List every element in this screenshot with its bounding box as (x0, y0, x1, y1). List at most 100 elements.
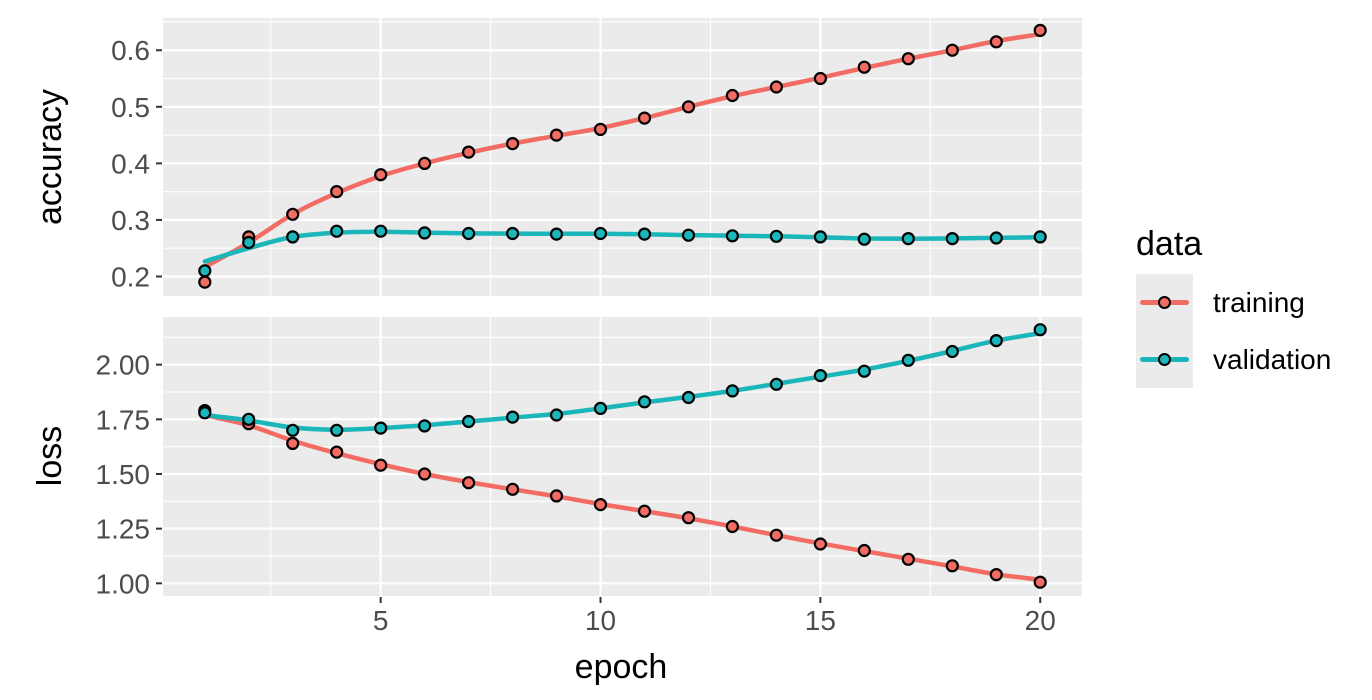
data-point-validation-accuracy (681, 228, 696, 242)
x-axis: 5 10 15 20 (373, 597, 1056, 636)
data-point-training-accuracy (549, 128, 564, 142)
data-point-validation-accuracy (418, 226, 432, 240)
y-tick-label-accuracy: 0.6 (111, 35, 150, 66)
data-point-training-accuracy (1033, 23, 1047, 37)
x-tick-label: 20 (1025, 605, 1056, 636)
data-point-training-loss (857, 543, 871, 558)
data-point-validation-loss (549, 408, 564, 422)
data-point-validation-loss (725, 384, 740, 398)
y-tick-label-accuracy: 0.5 (111, 92, 150, 123)
data-point-training-accuracy (418, 156, 432, 170)
data-point-validation-accuracy (330, 224, 344, 238)
data-point-training-loss (989, 567, 1003, 582)
data-point-training-loss (813, 537, 828, 551)
data-point-validation-accuracy (1033, 230, 1047, 244)
data-point-training-loss (1033, 575, 1047, 589)
panel-loss: 2.00 1.75 1.50 1.25 1.00 (96, 317, 1082, 599)
y-tick-label-accuracy: 0.4 (111, 148, 150, 179)
panel-background-accuracy (163, 18, 1082, 296)
data-point-validation-loss (945, 344, 959, 359)
y-tick-label-accuracy: 0.3 (111, 205, 150, 236)
data-point-training-accuracy (681, 100, 696, 114)
data-point-validation-loss (769, 377, 784, 391)
data-point-training-accuracy (505, 137, 520, 151)
panel-background-loss (163, 317, 1082, 596)
legend-title: data (1136, 225, 1203, 263)
data-point-training-loss (330, 445, 344, 459)
data-point-training-accuracy (286, 207, 300, 221)
panel-accuracy: 0.6 0.5 0.4 0.3 0.2 (111, 18, 1082, 296)
data-point-training-loss (286, 436, 300, 450)
data-point-validation-accuracy (857, 232, 871, 246)
data-point-validation-loss (813, 369, 828, 383)
data-point-validation-accuracy (374, 224, 388, 238)
epoch-axis-title: epoch (574, 648, 668, 686)
data-point-validation-accuracy (286, 230, 300, 244)
data-point-training-loss (725, 519, 740, 534)
data-point-training-accuracy (945, 43, 959, 57)
data-point-training-accuracy (462, 145, 476, 159)
y-tick-label-loss: 1.00 (96, 568, 151, 599)
data-point-training-loss (945, 559, 959, 573)
data-point-validation-accuracy (198, 264, 212, 278)
legend-label-validation: validation (1213, 343, 1332, 375)
data-point-validation-accuracy (725, 229, 740, 243)
data-point-validation-loss (286, 423, 300, 437)
data-point-validation-loss (857, 364, 871, 378)
data-point-validation-accuracy (242, 235, 256, 250)
x-tick-label: 5 (373, 605, 389, 636)
y-tick-label-loss: 1.25 (96, 514, 151, 545)
data-point-validation-loss (593, 401, 608, 415)
y-tick-label-loss: 1.75 (96, 404, 151, 435)
data-point-validation-accuracy (989, 231, 1003, 245)
data-point-validation-loss (637, 395, 652, 409)
y-tick-label-accuracy: 0.2 (111, 261, 150, 292)
data-point-training-loss (769, 528, 784, 542)
data-point-training-accuracy (198, 275, 212, 289)
training-key-icon (1136, 274, 1193, 331)
legend-label-training: training (1213, 286, 1305, 318)
data-point-validation-loss (901, 353, 915, 367)
data-point-training-loss (593, 498, 608, 512)
data-point-training-accuracy (901, 52, 915, 66)
loss-axis-title: loss (31, 425, 69, 487)
y-tick-label-loss: 1.50 (96, 459, 151, 490)
data-point-validation-accuracy (462, 226, 476, 241)
accuracy-axis-title: accuracy (31, 88, 69, 226)
data-point-validation-accuracy (813, 230, 828, 244)
x-tick-label: 10 (585, 605, 616, 636)
data-point-validation-accuracy (769, 229, 784, 243)
data-point-training-loss (462, 476, 476, 490)
data-point-training-accuracy (725, 88, 740, 103)
data-point-training-accuracy (813, 71, 828, 86)
data-point-training-accuracy (593, 122, 608, 136)
data-point-validation-loss (242, 412, 256, 426)
data-point-training-loss (549, 489, 564, 503)
data-point-training-loss (505, 482, 520, 496)
data-point-validation-accuracy (593, 226, 608, 241)
data-point-validation-accuracy (901, 232, 915, 246)
data-point-training-loss (637, 504, 652, 518)
data-point-validation-loss (1033, 323, 1047, 337)
data-point-training-accuracy (989, 35, 1003, 49)
legend-entry-validation: validation (1136, 331, 1331, 388)
y-tick-label-loss: 2.00 (96, 350, 151, 381)
data-point-training-accuracy (637, 111, 652, 125)
data-point-training-accuracy (330, 185, 344, 199)
data-point-validation-loss (989, 334, 1003, 348)
data-point-validation-loss (418, 419, 432, 433)
data-point-validation-loss (681, 390, 696, 405)
data-point-validation-accuracy (637, 227, 652, 241)
data-point-training-loss (901, 552, 915, 566)
data-point-validation-loss (462, 414, 476, 429)
data-point-training-accuracy (857, 60, 871, 74)
data-point-validation-loss (374, 421, 388, 435)
legend-keys: training validation (1136, 274, 1331, 388)
x-tick-label: 15 (805, 605, 836, 636)
data-point-training-accuracy (374, 168, 388, 182)
data-point-validation-accuracy (505, 226, 520, 241)
legend-entry-training: training (1136, 274, 1331, 331)
data-point-validation-accuracy (945, 232, 959, 246)
legend: data training validation (1136, 226, 1331, 388)
